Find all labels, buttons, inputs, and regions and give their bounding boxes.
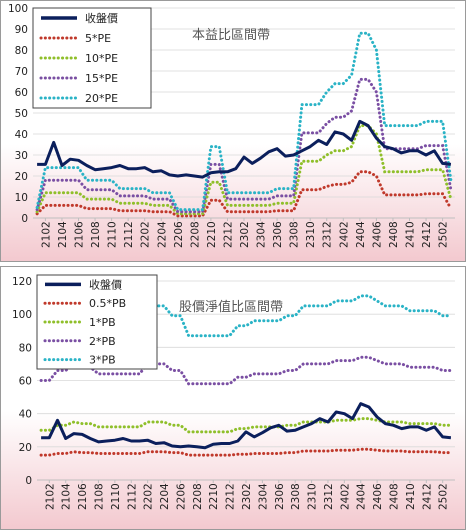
y-tick-label: 100 [12,309,32,321]
x-tick-label: 2402 [338,221,350,248]
series-line-close-price [41,402,452,450]
pe-band-chart-panel: 0 10 20 30 40 50 60 70 80 90 100 2102 2104 2106 2108 21… [0,0,466,262]
x-tick-label: 2306 [272,221,284,248]
x-tick-label: 2406 [372,483,384,510]
series-line-20xpe [35,31,453,212]
series-line-5xpe [35,170,453,218]
x-tick-label: 2102 [40,221,52,248]
x-tick-label: 2212 [222,221,234,248]
x-tick-label: 2502 [438,221,450,248]
x-tick-label: 2404 [356,483,368,510]
x-tick-label: 2412 [421,221,433,248]
x-tick-label: 2402 [339,483,351,510]
x-tick-label: 2410 [405,483,417,510]
legend-label: 收盤價 [85,11,118,25]
x-tick-label: 2110 [110,483,122,510]
y-tick-label: 90 [15,24,28,36]
y-tick-label: 70 [15,66,28,78]
x-tick-label: 2206 [175,483,187,510]
legend-label: 0.5*PB [89,297,126,310]
x-tick-label: 2304 [257,483,269,510]
x-tick-label: 2412 [421,483,433,510]
y-tick-label: 100 [8,3,28,15]
x-tick-label: 2102 [44,483,56,510]
x-tick-label: 2106 [74,221,86,248]
x-tick-label: 2104 [61,483,73,510]
legend-label: 15*PE [85,72,118,85]
legend-label: 2*PB [89,335,116,348]
x-tick-label: 2304 [256,221,268,248]
y-tick-label: 30 [15,150,28,162]
legend-label: 10*PE [85,52,118,65]
pb-band-chart: 0 20 40 60 80 100 120 2102 2104 2106 2108 2110 2112 2… [1,267,465,529]
x-tick-label: 2306 [274,483,286,510]
x-tick-label: 2312 [323,483,335,510]
x-tick-label: 2108 [93,483,105,510]
legend-label: 5*PE [85,32,111,45]
pe-band-chart: 0 10 20 30 40 50 60 70 80 90 100 2102 2104 2106 2108 21… [1,1,465,261]
y-tick-label: 50 [15,108,28,120]
series-line-0.5xpb [39,447,453,457]
x-tick-label: 2308 [289,221,301,248]
x-tick-label: 2206 [173,221,185,248]
x-tick-label: 2502 [438,483,450,510]
x-tick-label: 2408 [388,221,400,248]
x-tick-label: 2104 [57,221,69,248]
x-tick-label: 2108 [90,221,102,248]
x-tick-label: 2302 [239,221,251,248]
x-tick-label: 2406 [371,221,383,248]
x-tick-label: 2112 [123,221,135,248]
y-tick-label: 0 [25,475,32,487]
x-tick-label: 2408 [389,483,401,510]
chart-title: 股價淨值比區間帶 [179,299,283,315]
y-tick-label: 80 [15,45,28,57]
y-tick-label: 60 [19,376,32,388]
x-tick-label: 2404 [355,221,367,248]
y-tick-label: 0 [21,213,28,225]
x-tick-label: 2208 [189,221,201,248]
x-tick-label: 2204 [156,221,168,248]
y-tick-label: 20 [19,442,32,454]
x-tick-label: 2212 [225,483,237,510]
legend-label: 3*PB [89,354,116,367]
legend: 收盤價 5*PE 10*PE 15*PE 20*PE [32,7,152,109]
y-tick-label: 10 [15,192,28,204]
series-line-15xpe [35,77,453,214]
x-tick-label: 2312 [322,221,334,248]
chart-title: 本益比區間帶 [192,28,270,43]
y-tick-label: 20 [15,171,28,183]
legend-label: 1*PB [89,316,116,329]
y-tick-label: 40 [15,129,28,141]
x-tick-label: 2204 [159,483,171,510]
legend: 收盤價 0.5*PB 1*PB 2*PB 3*PB [36,274,158,370]
y-tick-label: 80 [19,342,32,354]
x-tick-label: 2106 [77,483,89,510]
x-tick-label: 2210 [206,221,218,248]
x-tick-label: 2302 [241,483,253,510]
x-tick-label: 2208 [192,483,204,510]
pb-band-chart-panel: 0 20 40 60 80 100 120 2102 2104 2106 2108 2110 2112 2… [0,266,466,530]
series-line-close-price [37,119,452,179]
x-tick-label: 2310 [307,483,319,510]
legend-label: 收盤價 [89,277,122,291]
x-tick-label: 2308 [290,483,302,510]
y-tick-label: 40 [19,409,32,421]
x-tick-label: 2210 [208,483,220,510]
series-line-2xpb [39,355,453,386]
x-tick-label: 2410 [404,221,416,248]
x-tick-label: 2110 [107,221,119,248]
y-tick-label: 60 [15,87,28,99]
series-line-10xpe [35,124,453,216]
x-tick-label: 2112 [126,483,138,510]
x-tick-label: 2202 [143,483,155,510]
x-tick-label: 2202 [140,221,152,248]
x-tick-label: 2310 [305,221,317,248]
y-tick-label: 120 [12,276,32,288]
legend-label: 20*PE [85,92,118,105]
series-line-3xpb [39,294,453,338]
